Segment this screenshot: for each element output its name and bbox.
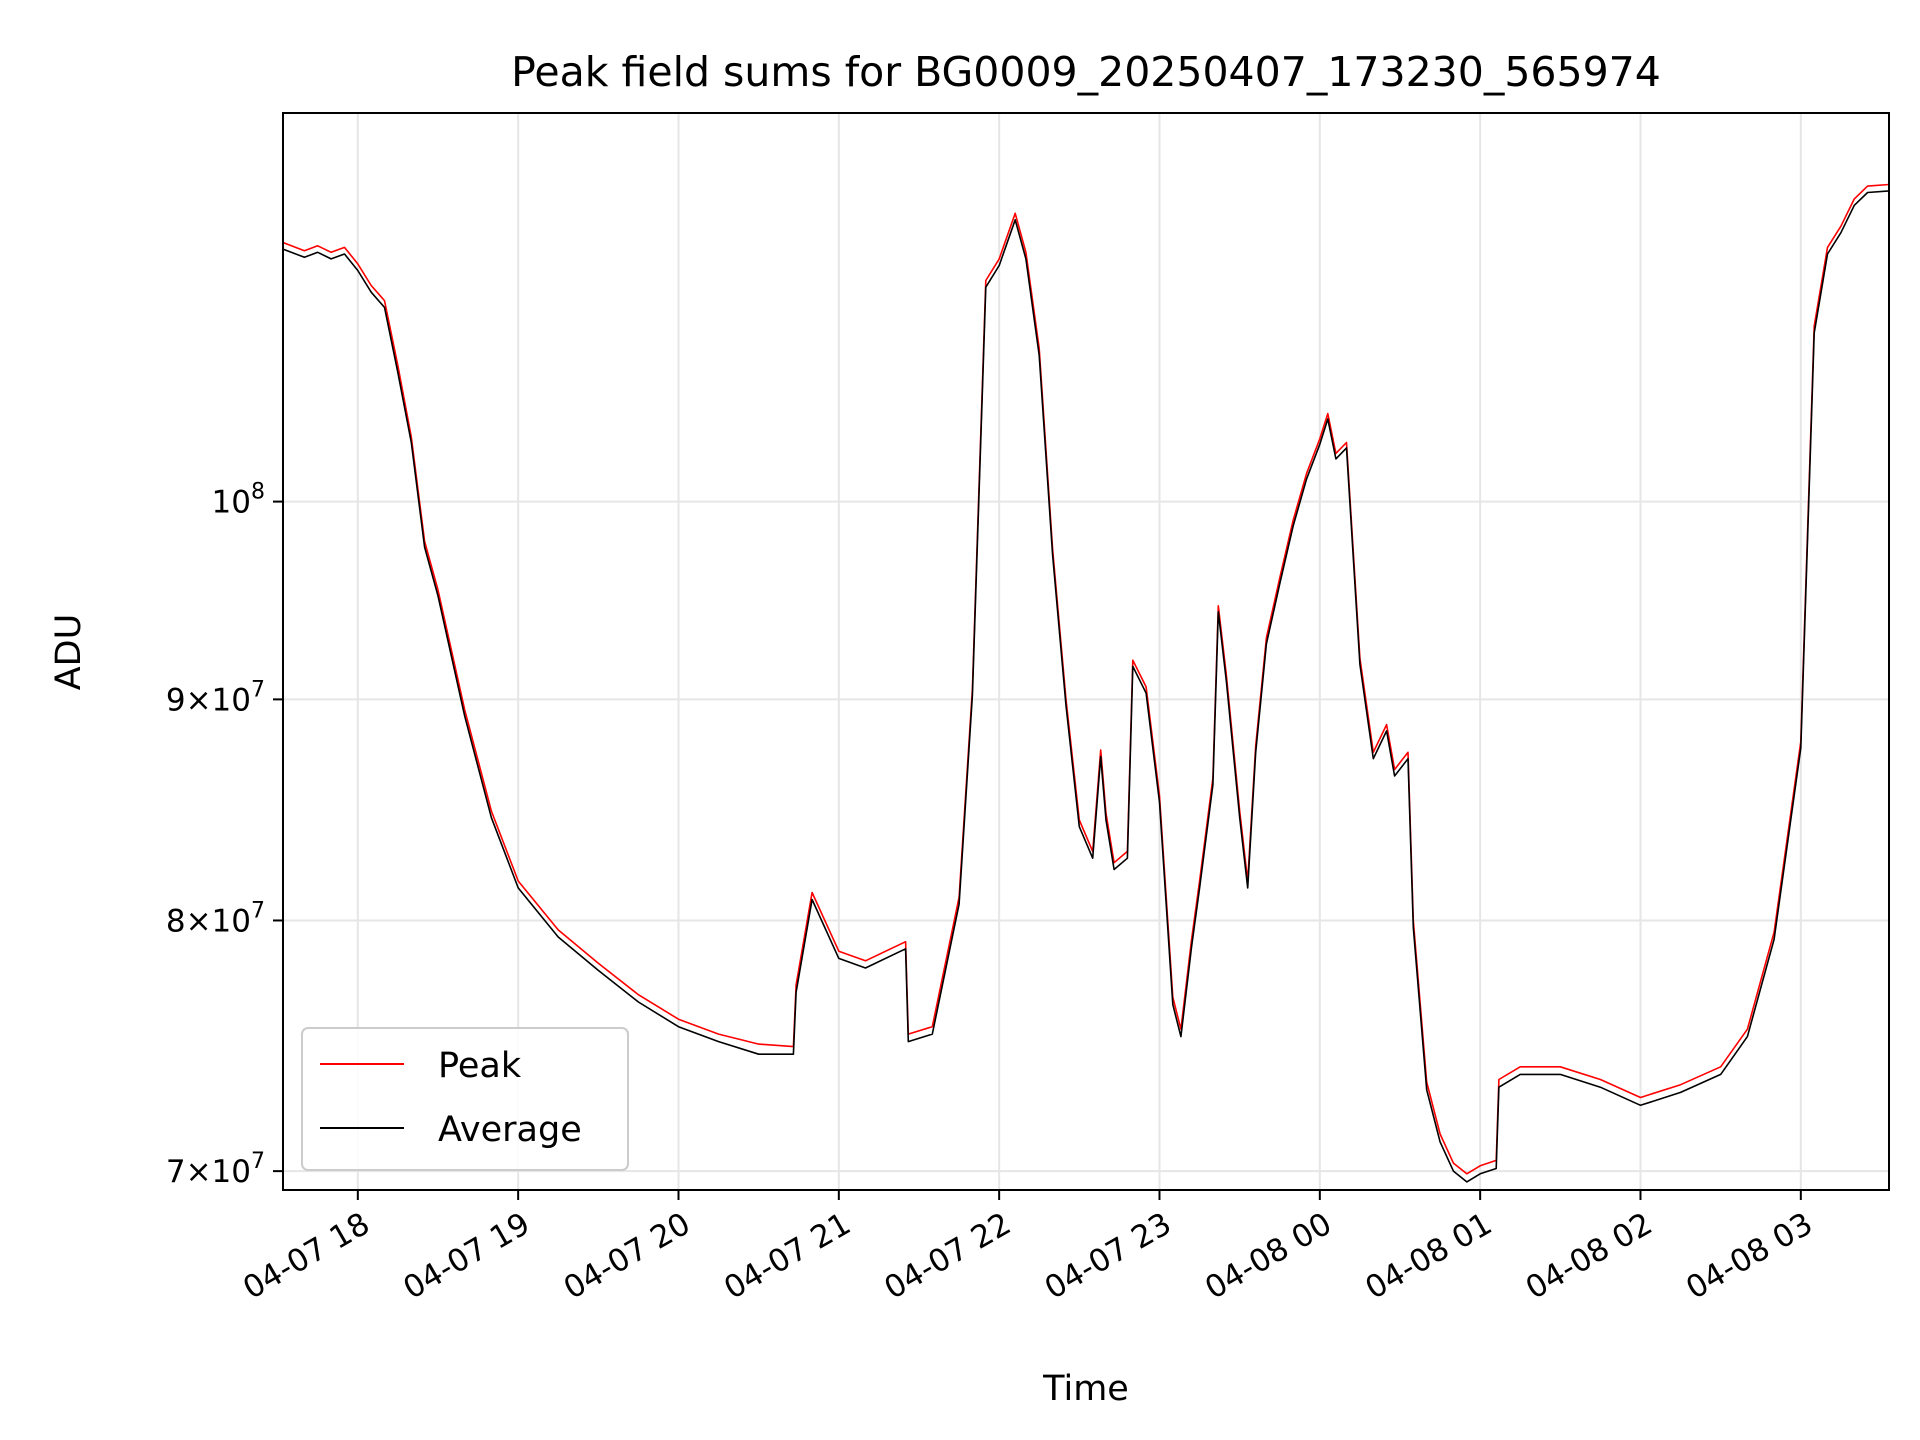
x-tick-label: 04-07 19 bbox=[397, 1206, 536, 1307]
x-tick-label: 04-07 21 bbox=[718, 1206, 857, 1307]
x-tick-label: 04-08 02 bbox=[1520, 1206, 1659, 1307]
x-tick-label: 04-07 22 bbox=[878, 1206, 1017, 1307]
x-tick-label: 04-07 20 bbox=[558, 1206, 697, 1307]
legend: Peak Average bbox=[301, 1027, 629, 1171]
y-tick-label: 108 bbox=[212, 480, 265, 521]
series-line-average bbox=[282, 190, 1890, 1183]
legend-label-average: Average bbox=[438, 1110, 582, 1150]
y-tick-label: 8×107 bbox=[166, 898, 265, 939]
plot-frame bbox=[282, 112, 1890, 1191]
x-axis-label: Time bbox=[1042, 1369, 1129, 1409]
x-tick-label: 04-07 18 bbox=[237, 1206, 376, 1307]
y-tick-label: 7×107 bbox=[166, 1149, 265, 1190]
x-tick-label: 04-08 03 bbox=[1680, 1206, 1819, 1307]
x-tick-label: 04-08 00 bbox=[1199, 1206, 1338, 1307]
series-line-peak bbox=[282, 183, 1890, 1175]
y-axis-label: ADU bbox=[49, 614, 89, 691]
x-tick-label: 04-08 01 bbox=[1359, 1206, 1498, 1307]
legend-label-peak: Peak bbox=[438, 1046, 522, 1086]
y-axis: 7×107 8×107 9×107 108 bbox=[166, 480, 283, 1190]
series-layer bbox=[282, 183, 1890, 1183]
chart-title: Peak field sums for BG0009_20250407_1732… bbox=[511, 48, 1661, 96]
x-axis: 04-07 18 04-07 19 04-07 20 04-07 21 04-07 22… bbox=[237, 1190, 1819, 1307]
x-tick-label: 04-07 23 bbox=[1039, 1206, 1178, 1307]
y-tick-label: 9×107 bbox=[166, 677, 265, 718]
